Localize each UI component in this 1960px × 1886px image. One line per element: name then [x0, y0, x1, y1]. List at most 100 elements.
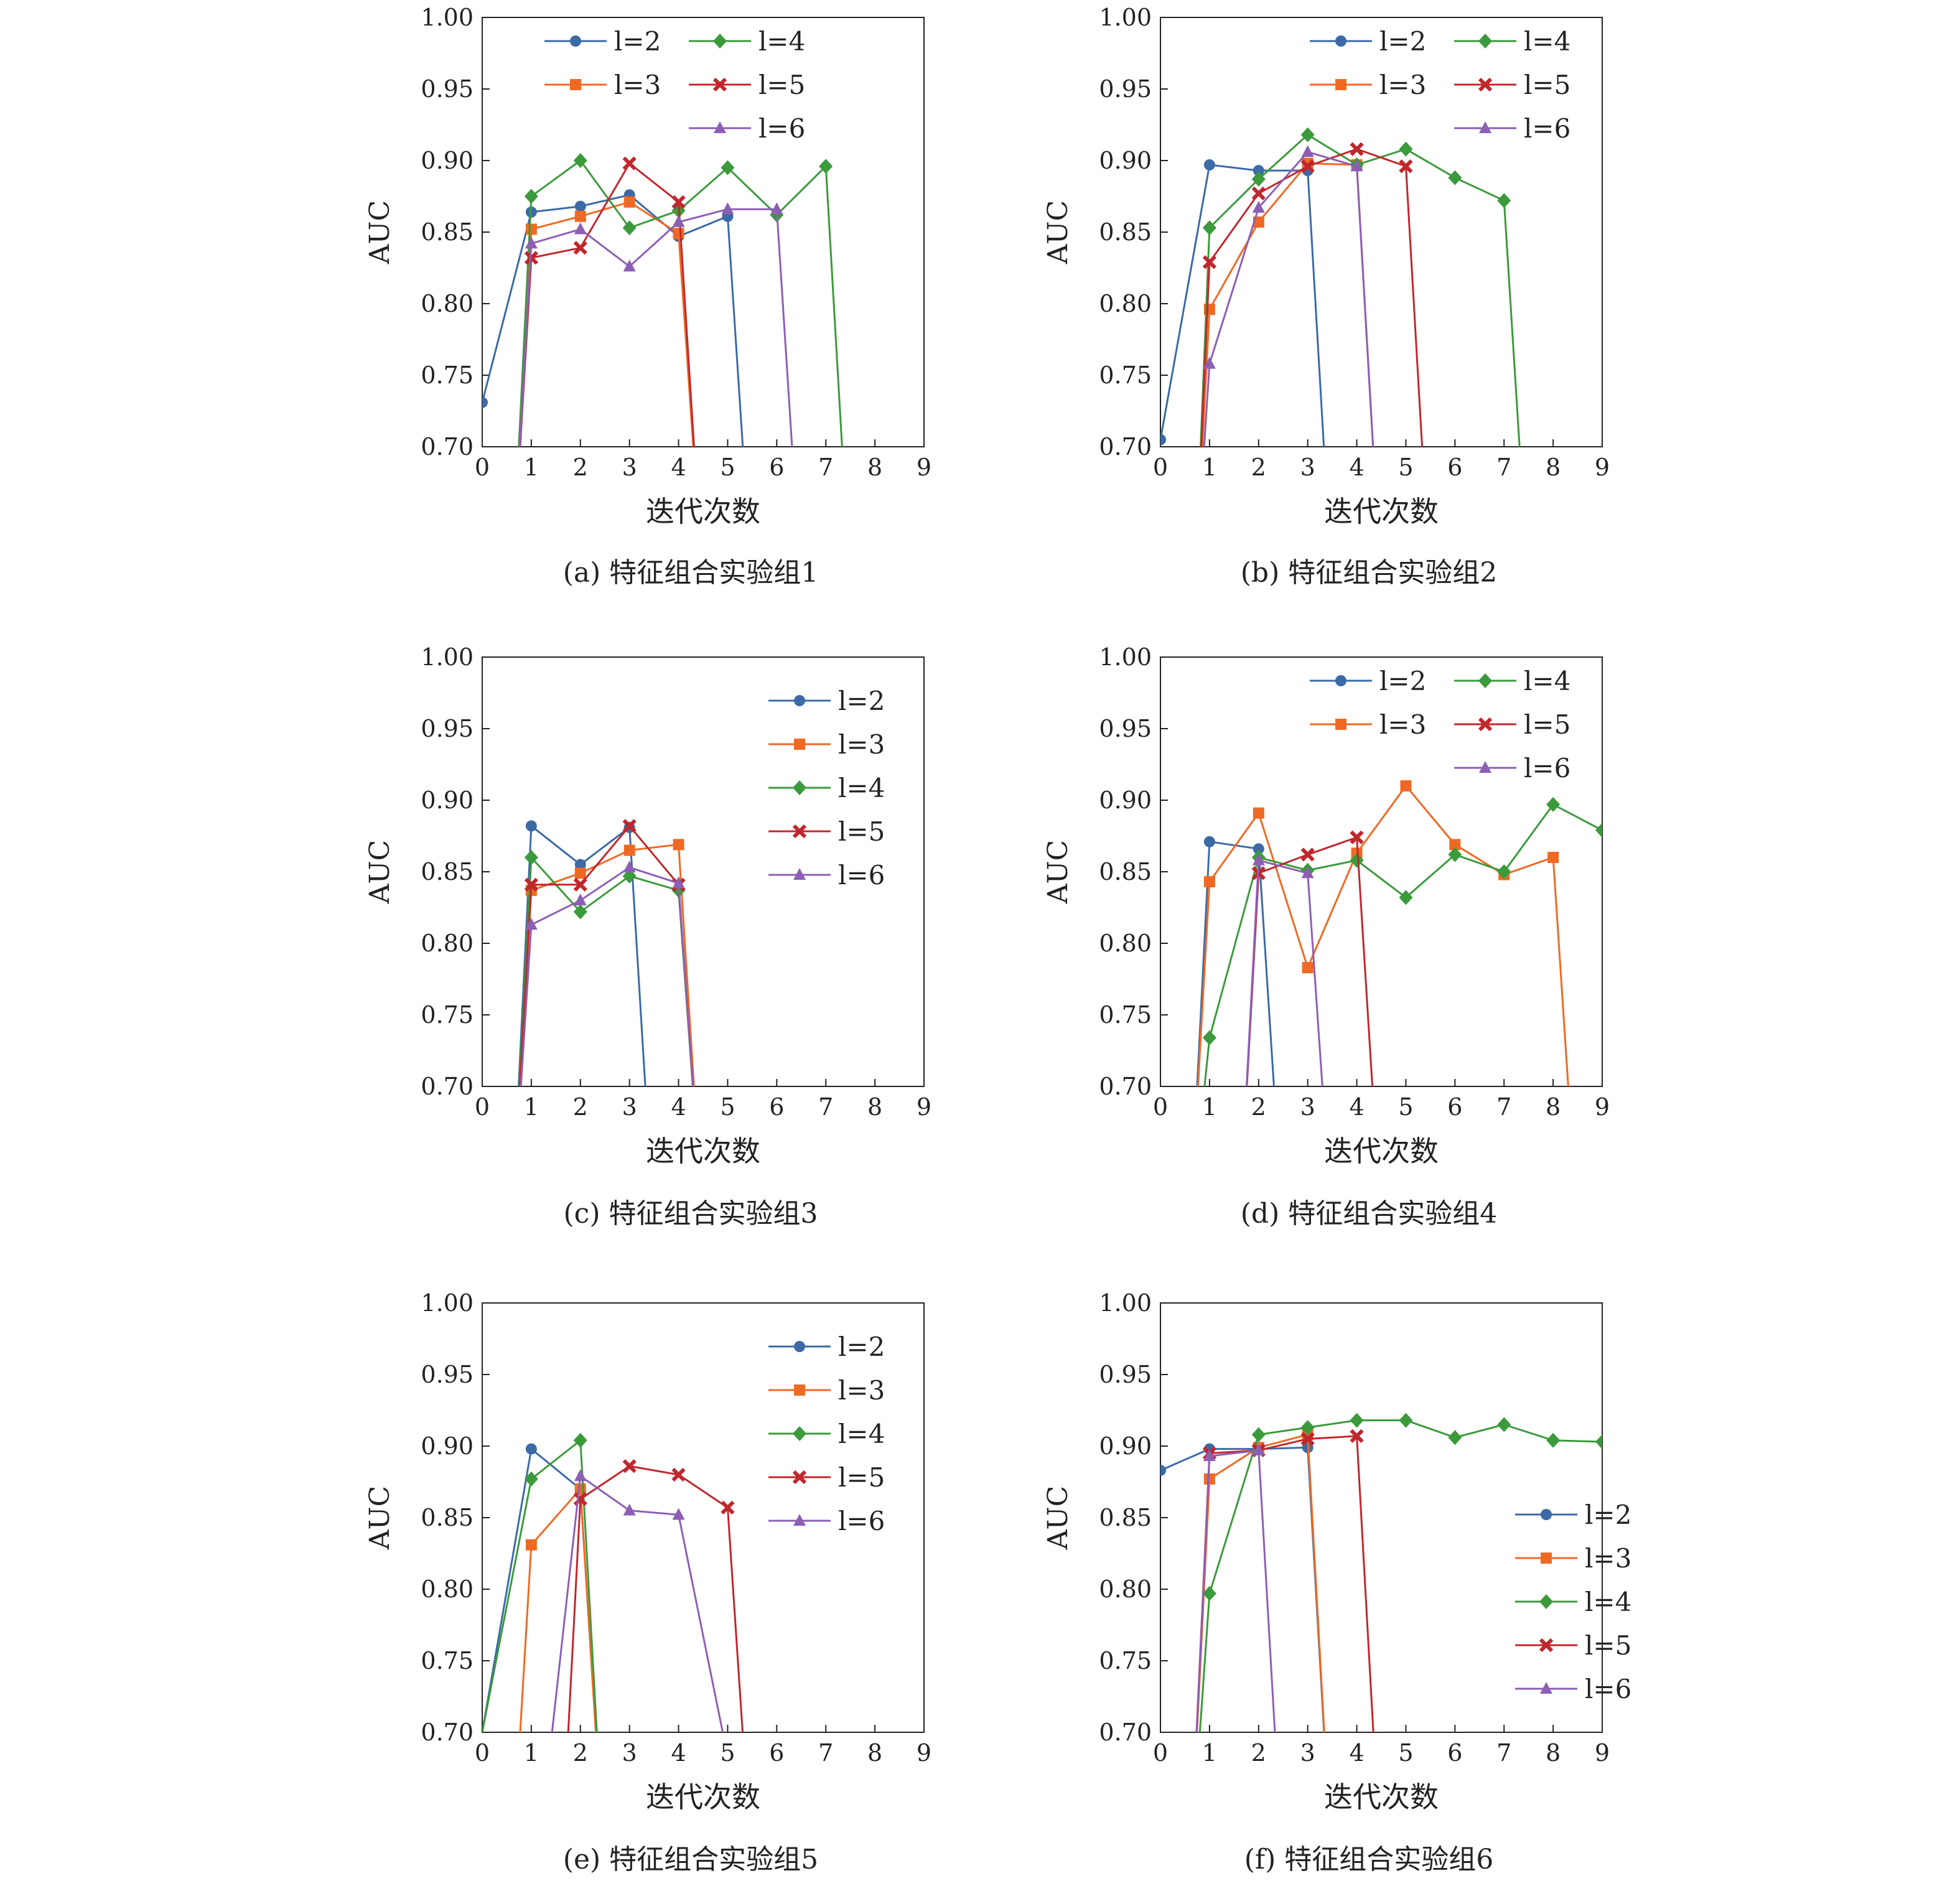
x-tick-label: 8: [867, 454, 882, 481]
data-point-l4: [1399, 1412, 1413, 1428]
x-tick-label: 5: [1398, 454, 1413, 481]
panel-caption: (e) 特征组合实验组5: [563, 1844, 818, 1875]
legend-label: l=4: [1585, 1587, 1631, 1617]
legend-item-l5: l=5: [1515, 1630, 1631, 1661]
data-point-l2: [574, 200, 586, 212]
legend-item-l3: l=3: [768, 1375, 885, 1406]
series-line-l6: [520, 866, 694, 1086]
x-tick-label: 2: [1251, 1739, 1266, 1767]
legend-marker: [1335, 675, 1346, 686]
legend-item-l5: l=5: [1454, 709, 1570, 740]
x-axis-label: 迭代次数: [646, 1780, 760, 1814]
plot-frame: [482, 17, 925, 447]
legend-marker: [714, 121, 726, 133]
x-tick-label: 9: [917, 1093, 931, 1121]
data-point-l3: [1203, 1473, 1215, 1485]
legend-label: l=5: [838, 816, 885, 847]
legend-label: l=3: [614, 70, 661, 100]
panel-caption: (c) 特征组合实验组3: [564, 1198, 818, 1230]
legend-label: l=5: [758, 70, 805, 100]
x-axis-label: 迭代次数: [1324, 1780, 1439, 1814]
y-tick-label: 0.85: [1099, 1504, 1152, 1531]
data-point-l5: [524, 877, 539, 892]
data-point-l4: [1497, 193, 1511, 208]
legend-marker: [794, 695, 805, 706]
data-point-l5: [1202, 255, 1217, 269]
data-point-l3: [673, 228, 684, 240]
x-tick-label: 5: [1398, 1093, 1413, 1121]
legend-label: l=4: [838, 773, 885, 803]
x-tick-label: 5: [1398, 1739, 1413, 1767]
x-tick-label: 6: [769, 1739, 784, 1767]
data-point-l6: [672, 876, 685, 889]
data-point-l3: [673, 839, 684, 851]
y-tick-label: 1.00: [421, 643, 474, 671]
data-point-l3: [623, 844, 635, 856]
legend-label: l=5: [1524, 70, 1570, 100]
y-tick-label: 1.00: [421, 4, 474, 31]
x-tick-label: 4: [671, 1093, 686, 1121]
panel-caption: (f) 特征组合实验组6: [1244, 1844, 1494, 1875]
y-tick-label: 0.95: [421, 1361, 474, 1388]
legend-label: l=6: [1585, 1674, 1631, 1704]
y-tick-label: 0.80: [421, 290, 474, 317]
y-tick-label: 0.95: [421, 75, 474, 103]
x-tick-label: 1: [1202, 1093, 1217, 1121]
data-point-l4: [1350, 1412, 1364, 1428]
plot-area: [482, 1432, 744, 1732]
legend-marker: [1479, 121, 1491, 133]
legend-item-l6: l=6: [1454, 113, 1570, 144]
y-tick-label: 1.00: [421, 1289, 474, 1317]
x-tick-label: 2: [573, 454, 588, 481]
x-tick-label: 4: [1349, 1739, 1364, 1767]
series-line-l2: [1196, 840, 1275, 1086]
panel-b: 0.70 0.75 0.80 0.85 0.90 0.95 1.00 0 1 2 3 4 5 6 7 8 9 迭代…: [1042, 4, 1610, 589]
data-point-l4: [1546, 1432, 1561, 1448]
data-point-l4: [622, 220, 637, 236]
legend-item-l2: l=2: [768, 1332, 885, 1362]
series-line-l3: [1197, 784, 1569, 1086]
data-point-l3: [1203, 876, 1215, 888]
legend-label: l=3: [1585, 1543, 1631, 1574]
data-point-l6: [721, 202, 734, 215]
data-point-l6: [623, 1503, 636, 1516]
y-tick-label: 0.70: [421, 1073, 474, 1100]
series-line-l6: [1203, 151, 1374, 447]
y-tick-label: 0.95: [421, 715, 474, 742]
x-tick-label: 4: [1349, 454, 1364, 481]
panel-a: 0.70 0.75 0.80 0.85 0.90 0.95 1.00 0 1 2 3 4 5 6 7 8 9 迭代…: [364, 4, 931, 589]
legend-marker: [1479, 761, 1491, 773]
y-tick-label: 0.80: [421, 1576, 474, 1603]
x-tick-label: 2: [1251, 454, 1266, 481]
legend-marker: [713, 34, 727, 49]
y-tick-label: 0.70: [421, 1719, 474, 1746]
y-axis-label: AUC: [1042, 200, 1074, 265]
legend-item-l2: l=2: [1310, 26, 1426, 57]
x-tick-label: 0: [475, 454, 490, 481]
series-line-l4: [518, 855, 694, 1086]
y-tick-label: 1.00: [1099, 643, 1152, 671]
data-point-l3: [574, 867, 586, 879]
legend-marker: [793, 1426, 806, 1441]
y-tick-label: 0.80: [1099, 1576, 1152, 1603]
data-point-l6: [574, 894, 587, 905]
data-point-l4: [1251, 171, 1266, 187]
x-tick-label: 9: [1595, 1739, 1610, 1767]
legend-item-l4: l=4: [768, 773, 885, 803]
data-point-l6: [574, 1469, 587, 1482]
y-tick-label: 0.90: [1099, 1432, 1152, 1460]
data-point-l4: [1350, 852, 1364, 868]
legend-item-l3: l=3: [1515, 1543, 1631, 1574]
data-point-l4: [1448, 170, 1462, 185]
x-tick-label: 7: [818, 1739, 833, 1767]
y-tick-label: 0.75: [1099, 362, 1152, 389]
series-line-l3: [519, 843, 695, 1086]
legend-label: l=2: [838, 1332, 885, 1362]
y-tick-label: 0.70: [1099, 433, 1152, 460]
legend-marker: [570, 35, 581, 47]
plot-frame: [1160, 1302, 1603, 1733]
series-line-l3: [518, 201, 694, 447]
data-point-l2: [525, 1443, 537, 1455]
y-tick-label: 0.75: [421, 1647, 474, 1674]
